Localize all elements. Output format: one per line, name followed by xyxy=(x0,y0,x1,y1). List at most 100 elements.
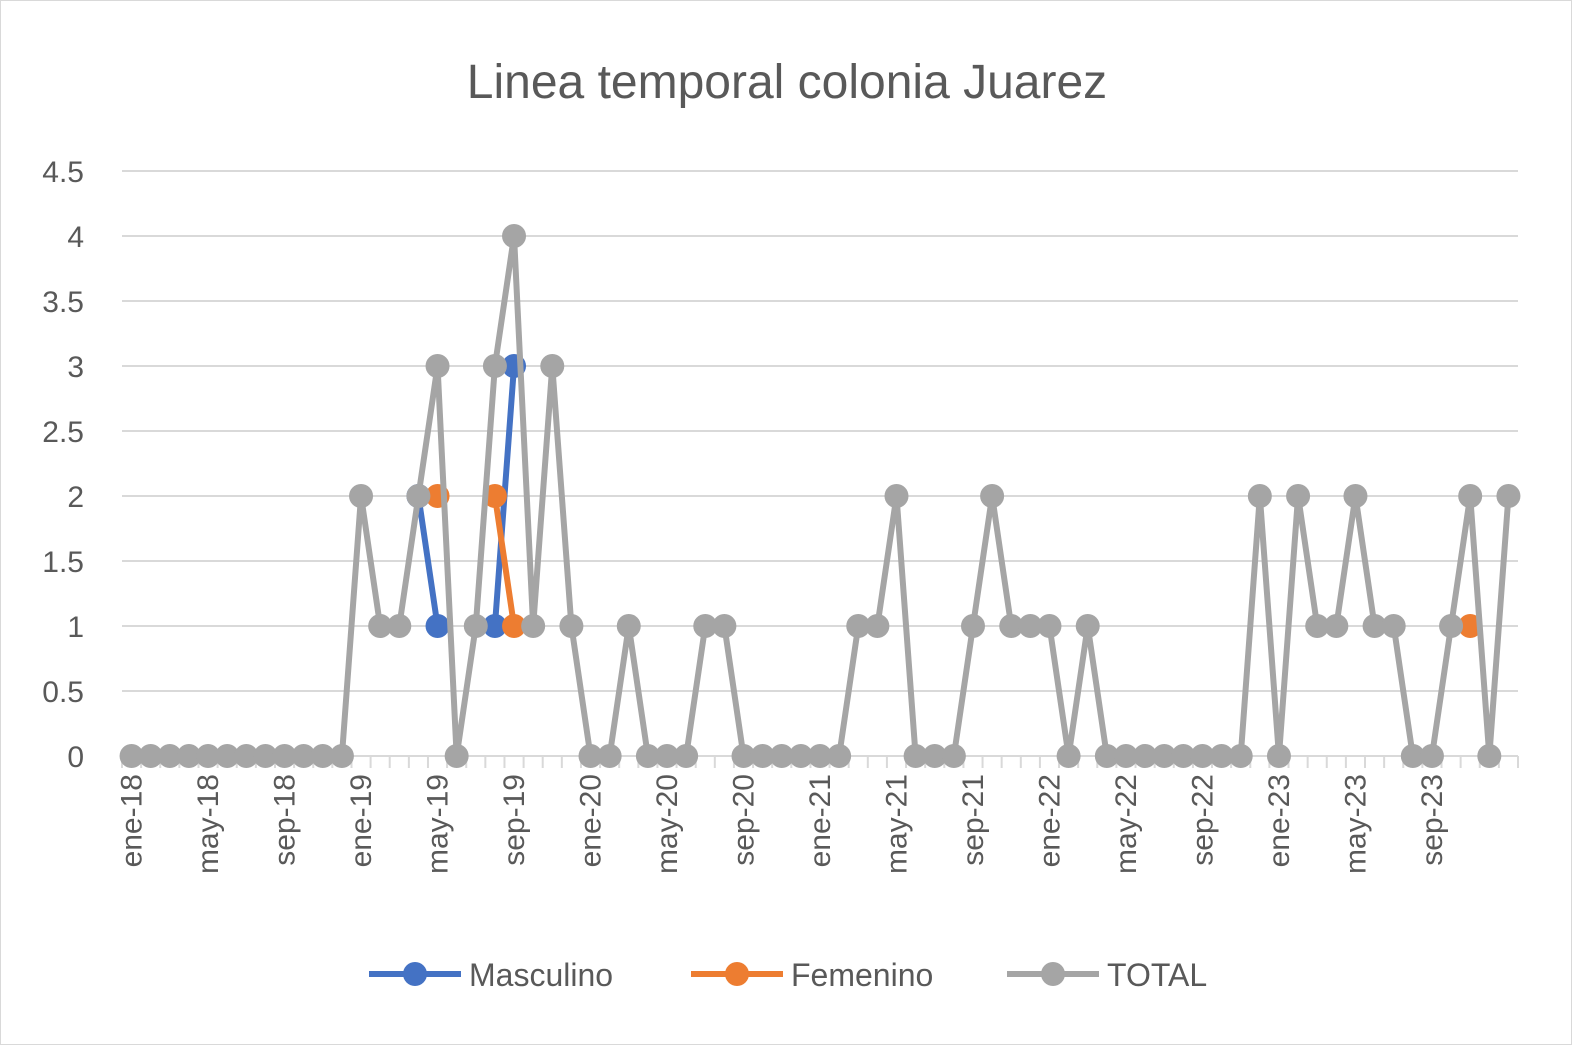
data-point xyxy=(559,614,584,638)
data-point xyxy=(425,354,450,378)
data-point xyxy=(1496,484,1521,508)
legend-item: TOTAL xyxy=(1007,957,1207,993)
data-point xyxy=(903,744,928,768)
data-point xyxy=(1228,744,1253,768)
data-point xyxy=(1343,484,1368,508)
data-point xyxy=(1056,744,1081,768)
data-point xyxy=(1075,614,1100,638)
data-point xyxy=(521,614,546,638)
data-point xyxy=(808,744,832,768)
data-point xyxy=(176,744,201,768)
data-point xyxy=(1037,614,1062,638)
y-tick-label: 1.5 xyxy=(42,546,84,579)
x-tick-label: sep-22 xyxy=(1186,774,1219,866)
data-point xyxy=(272,744,297,768)
data-point xyxy=(788,744,813,768)
data-point xyxy=(865,614,890,638)
data-point xyxy=(1152,744,1177,768)
data-point xyxy=(1018,614,1043,638)
data-point xyxy=(922,744,947,768)
data-point xyxy=(597,744,622,768)
data-point xyxy=(310,744,335,768)
data-point xyxy=(444,744,469,768)
data-point xyxy=(884,484,909,508)
gridlines xyxy=(122,170,1518,692)
legend-label: TOTAL xyxy=(1107,957,1207,993)
legend-label: Femenino xyxy=(791,957,933,993)
x-tick-label: may-21 xyxy=(880,774,913,874)
x-tick-label: ene-23 xyxy=(1263,774,1296,867)
y-tick-label: 3 xyxy=(67,351,84,384)
data-point xyxy=(540,354,565,378)
data-point xyxy=(1190,744,1215,768)
data-point xyxy=(482,484,507,508)
legend-swatch-marker xyxy=(403,962,427,986)
data-point xyxy=(999,614,1024,638)
x-tick-label: ene-22 xyxy=(1033,774,1066,867)
data-point xyxy=(1247,484,1272,508)
data-point xyxy=(291,744,316,768)
data-point xyxy=(655,744,680,768)
data-point xyxy=(1113,744,1138,768)
legend-item: Masculino xyxy=(369,957,613,993)
x-tick-label: ene-18 xyxy=(116,774,149,867)
data-point xyxy=(1324,614,1349,638)
data-point xyxy=(482,354,507,378)
data-point xyxy=(1458,614,1483,638)
series-line xyxy=(415,493,441,629)
data-point xyxy=(119,744,144,768)
series-group xyxy=(119,224,1521,768)
legend-swatch-marker xyxy=(725,962,749,986)
data-point xyxy=(1362,614,1387,638)
x-tick-label: ene-20 xyxy=(575,774,608,867)
data-point xyxy=(425,614,450,638)
x-tick-label: sep-21 xyxy=(957,774,990,866)
x-tick-label: sep-23 xyxy=(1416,774,1449,866)
data-point xyxy=(1305,614,1330,638)
x-tick-label: may-23 xyxy=(1339,774,1372,874)
data-point xyxy=(138,744,163,768)
data-point xyxy=(463,614,488,638)
series-total xyxy=(119,224,1521,768)
data-point xyxy=(1439,614,1464,638)
data-point xyxy=(960,614,985,638)
data-point xyxy=(941,744,966,768)
data-point xyxy=(215,744,240,768)
data-point xyxy=(502,614,527,638)
x-axis: ene-18 may-18 sep-18 ene-19 may-19 sep-19 ene-… xyxy=(116,755,1519,874)
data-point xyxy=(1477,744,1502,768)
data-point xyxy=(502,224,527,248)
y-axis: 0 0.5 1 1.5 2 2.5 3 3.5 4 4.5 xyxy=(42,156,84,774)
data-point xyxy=(1094,744,1119,768)
x-tick-label: may-19 xyxy=(422,774,455,874)
data-point xyxy=(693,614,718,638)
data-point xyxy=(253,744,278,768)
data-point xyxy=(368,614,393,638)
legend-swatch-marker xyxy=(1041,962,1065,986)
data-point xyxy=(329,744,354,768)
x-tick-label: ene-21 xyxy=(804,774,837,867)
y-tick-label: 0.5 xyxy=(42,676,84,709)
data-point xyxy=(1133,744,1158,768)
data-point xyxy=(674,744,699,768)
data-point xyxy=(1400,744,1425,768)
data-point xyxy=(846,614,871,638)
data-point xyxy=(482,614,507,638)
legend: Masculino Femenino TOTAL xyxy=(369,957,1207,993)
data-point xyxy=(387,614,412,638)
y-tick-label: 1 xyxy=(67,611,84,644)
y-tick-label: 2 xyxy=(67,481,84,514)
x-tick-label: may-20 xyxy=(651,774,684,874)
x-tick-label: sep-18 xyxy=(269,774,302,866)
data-point xyxy=(234,744,259,768)
data-point xyxy=(1171,744,1196,768)
y-tick-label: 3.5 xyxy=(42,286,84,319)
x-tick-label: sep-20 xyxy=(728,774,761,866)
data-point xyxy=(1266,744,1291,768)
legend-label: Masculino xyxy=(469,957,613,993)
data-point xyxy=(578,744,603,768)
x-tick-label: sep-19 xyxy=(498,774,531,866)
y-tick-label: 4 xyxy=(67,221,84,254)
